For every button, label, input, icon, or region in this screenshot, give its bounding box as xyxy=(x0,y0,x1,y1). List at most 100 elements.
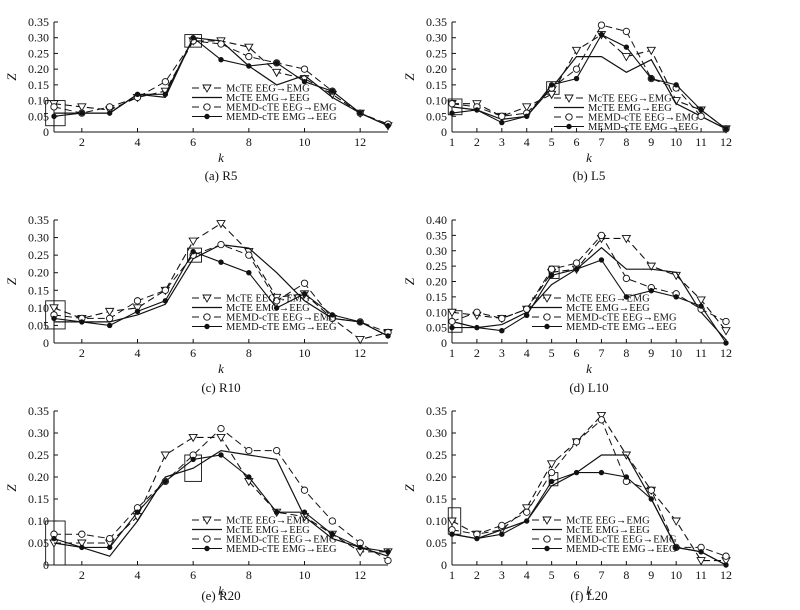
y-tick-label: 0.05 xyxy=(28,536,49,550)
data-point xyxy=(546,460,557,469)
data-point xyxy=(696,557,706,566)
y-axis-label: Z xyxy=(4,484,19,492)
x-tick-label: 8 xyxy=(246,346,252,360)
series-memd-cte-eeg-to-emg xyxy=(448,21,730,133)
y-axis-label: Z xyxy=(402,484,417,492)
x-tick-label: 4 xyxy=(135,135,141,149)
data-point xyxy=(132,304,143,313)
y-tick-label: 0.10 xyxy=(426,514,447,528)
legend-label: McTE EEG→EMG xyxy=(226,84,310,95)
data-point xyxy=(498,112,506,120)
data-point xyxy=(673,82,679,88)
series-line xyxy=(53,40,389,125)
panel-6: 00.050.100.150.200.250.300.351 2 3 4 5 6 7 8 9 10… xyxy=(402,404,732,603)
data-point xyxy=(598,31,605,38)
data-point xyxy=(245,52,253,61)
y-axis-label: Z xyxy=(4,277,19,285)
series-line xyxy=(451,246,727,341)
data-point xyxy=(598,257,605,263)
x-axis-label: k xyxy=(218,361,224,376)
x-tick-label: 8 xyxy=(623,135,629,149)
data-point xyxy=(646,262,657,272)
data-point xyxy=(572,259,581,267)
x-tick-label: 10 xyxy=(299,135,311,149)
data-point xyxy=(218,57,224,63)
data-point xyxy=(77,539,87,548)
y-tick-label: 0.35 xyxy=(28,404,49,418)
data-point xyxy=(51,315,57,322)
legend-label: McTE EEG→EMG xyxy=(566,294,650,305)
data-point xyxy=(498,521,506,530)
highlight-box xyxy=(45,300,66,330)
data-point xyxy=(329,88,336,94)
x-tick-label: 6 xyxy=(190,568,196,582)
data-point xyxy=(698,303,704,309)
data-point xyxy=(246,63,252,69)
data-point xyxy=(524,518,530,524)
data-point xyxy=(273,297,281,305)
legend-label: McTE EMG→EEG xyxy=(226,525,310,536)
legend-label: MEMD-cTE EMG→EEG xyxy=(226,322,337,333)
x-tick-label: 10 xyxy=(670,346,682,360)
y-tick-label: 0.15 xyxy=(28,492,49,506)
y-tick-label: 0.10 xyxy=(426,94,447,108)
data-point xyxy=(623,474,630,480)
x-tick-label: 11 xyxy=(695,346,707,360)
data-point xyxy=(671,517,681,526)
x-tick-label: 5 xyxy=(549,135,555,149)
data-point xyxy=(217,240,225,249)
legend-marker xyxy=(564,94,574,103)
series-mcte-emg-to-eeg xyxy=(54,37,389,127)
data-point xyxy=(79,544,85,551)
data-point xyxy=(447,517,457,526)
data-point xyxy=(106,103,114,111)
x-tick-label: 8 xyxy=(246,135,252,149)
data-point xyxy=(134,308,141,315)
x-tick-label: 7 xyxy=(598,346,604,360)
series-memd-cte-emg-to-eeg xyxy=(449,257,729,346)
data-point xyxy=(273,305,280,311)
y-tick-label: 0.20 xyxy=(28,266,49,280)
data-point xyxy=(245,446,253,455)
legend-label: McTE EMG→EEG xyxy=(226,93,310,104)
data-point xyxy=(448,317,456,326)
panel-caption: (f) L20 xyxy=(570,588,607,603)
data-point xyxy=(621,53,632,62)
x-tick-label: 8 xyxy=(623,568,629,582)
legend-marker xyxy=(203,535,211,543)
legend-label: McTE EMG→EEG xyxy=(566,303,650,314)
data-point xyxy=(723,126,729,132)
series-line xyxy=(451,414,726,562)
panel-caption: (c) R10 xyxy=(201,380,240,395)
y-tick-label: 0.10 xyxy=(426,305,447,319)
y-axis-label: Z xyxy=(402,277,417,285)
data-point xyxy=(79,110,85,116)
data-point xyxy=(573,75,580,82)
data-point xyxy=(548,478,555,485)
legend-label: MEMD-cTE EEG→EMG xyxy=(566,535,677,546)
data-point xyxy=(134,509,141,515)
y-tick-label: 0 xyxy=(441,125,447,139)
data-point xyxy=(696,296,706,305)
data-point xyxy=(329,531,336,537)
data-point xyxy=(51,535,57,542)
data-point xyxy=(218,452,224,458)
x-axis-label: k xyxy=(586,361,592,376)
x-tick-label: 3 xyxy=(499,346,505,360)
x-tick-label: 3 xyxy=(499,568,505,582)
y-axis-label: Z xyxy=(4,73,19,81)
legend-label: MEMD-cTE EEG→EMG xyxy=(588,113,699,124)
data-point xyxy=(698,549,704,555)
series-memd-cte-emg-to-eeg xyxy=(51,35,391,129)
x-tick-label: 1 xyxy=(449,568,455,582)
data-point xyxy=(357,110,363,116)
x-tick-label: 6 xyxy=(190,135,196,149)
legend-label: MEMD-cTE EMG→EEG xyxy=(566,322,677,333)
legend-marker xyxy=(202,84,212,93)
data-point xyxy=(597,416,606,424)
panel-2: 00.050.100.150.200.250.300.351 2 3 4 5 6 7 8 9 10… xyxy=(402,15,732,183)
legend-label: McTE EEG→EMG xyxy=(226,516,310,527)
series-line xyxy=(451,24,727,130)
x-tick-label: 9 xyxy=(648,346,654,360)
